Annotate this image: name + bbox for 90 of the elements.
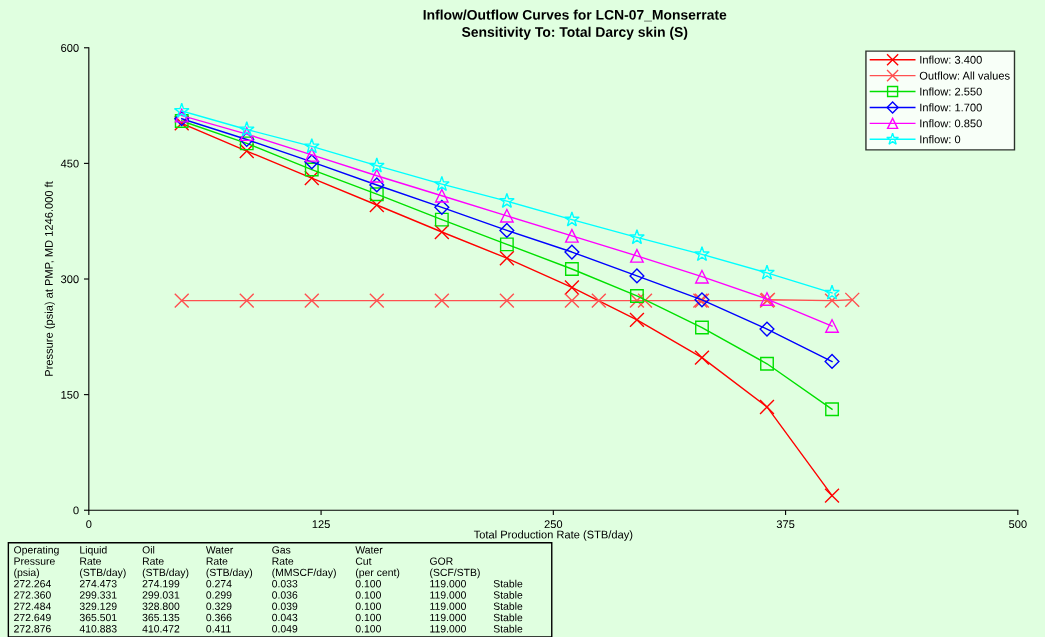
point [174,292,190,309]
point [564,262,579,276]
legend-label: Inflow: 0.850 [920,119,982,128]
point [434,212,449,227]
point [498,192,515,209]
point [628,229,645,245]
point [499,292,515,309]
legend-label: Inflow: 0 [920,135,961,144]
point [369,168,384,183]
point [434,292,450,309]
point [304,162,319,177]
y-tick-label: 600 [61,44,79,52]
point [239,131,255,148]
text: 272.876 410.883 410.472 0.411 0.049 0.100 119.000 Stable [14,624,523,633]
point [238,121,255,137]
x-tick-label: 250 [544,520,563,529]
point [760,356,774,371]
point [824,487,840,504]
point [825,402,839,417]
text: 272.264 274.473 274.199 0.274 0.033 0.100 119.000 Stable [14,579,523,588]
text: Pressure Rate Rate Rate Rate Cut GOR [14,557,453,565]
point [304,147,319,162]
point [369,197,385,213]
point [368,157,385,173]
point [824,292,840,309]
x-tick-label: 125 [312,520,330,529]
point [563,211,580,227]
point [629,292,645,309]
point [824,284,840,300]
point [499,237,514,252]
point [433,175,450,192]
y-axis-title: Pressure (psia) at PMP, MD 1246.000 ft [44,181,56,376]
chart-title: Inflow/Outflow Curves for LCN-07_Monserrate [423,9,727,22]
text: 272.484 329.129 328.800 0.329 0.039 0.100 119.000 Stable [14,602,523,610]
x-tick-label: 375 [776,520,795,529]
point [695,269,709,284]
y-tick-label: 0 [73,506,79,515]
point [434,199,450,215]
point [759,321,775,337]
point [304,292,320,309]
point [434,224,450,240]
legend-label: Inflow: 1.700 [920,103,982,112]
y-tick-label: 450 [60,159,79,168]
text: Operating Liquid Oil Water Gas Water [14,545,383,556]
point [304,154,320,170]
point [369,292,385,309]
point [499,222,515,239]
chart-subtitle: Sensitivity To: Total Darcy skin (S) [461,26,688,40]
point [825,319,839,333]
text: (psia) (STB/day) (STB/day) (STB/day) (MMSCF/day) (per cent) (SCF/STB) [14,568,480,579]
point [239,136,254,151]
x-tick-label: 0 [86,520,92,529]
point [629,248,644,263]
point [174,108,189,123]
point [304,170,320,186]
point [499,208,514,223]
point [564,228,579,243]
point [173,102,190,118]
y-tick-label: 150 [61,390,79,399]
point [694,349,710,366]
point [759,399,775,415]
y-tick-label: 300 [60,275,79,284]
point [303,138,320,154]
point [564,244,580,260]
point [434,188,449,203]
legend-label: Outflow: All values [919,71,1010,80]
point [239,143,255,159]
point [824,353,840,370]
point [637,292,653,309]
x-axis-title: Total Production Rate (STB/day) [473,530,633,541]
point [694,246,710,262]
point [695,320,709,335]
point [629,289,644,303]
point [369,187,384,202]
point [239,127,254,142]
point [844,292,860,308]
point [759,264,775,280]
legend-label: Inflow: 3.400 [920,55,982,64]
point [629,268,645,284]
point [629,312,645,328]
point [239,292,255,309]
legend-label: Inflow: 2.550 [920,87,982,96]
point [564,292,580,309]
point [591,292,607,309]
point [564,279,580,296]
text: 272.649 365.501 365.135 0.366 0.043 0.100 119.000 Stable [14,613,523,622]
text: 272.360 299.331 299.031 0.299 0.036 0.100 119.000 Stable [14,591,523,599]
point [499,250,515,266]
point [369,177,385,193]
x-tick-label: 500 [1009,520,1027,529]
